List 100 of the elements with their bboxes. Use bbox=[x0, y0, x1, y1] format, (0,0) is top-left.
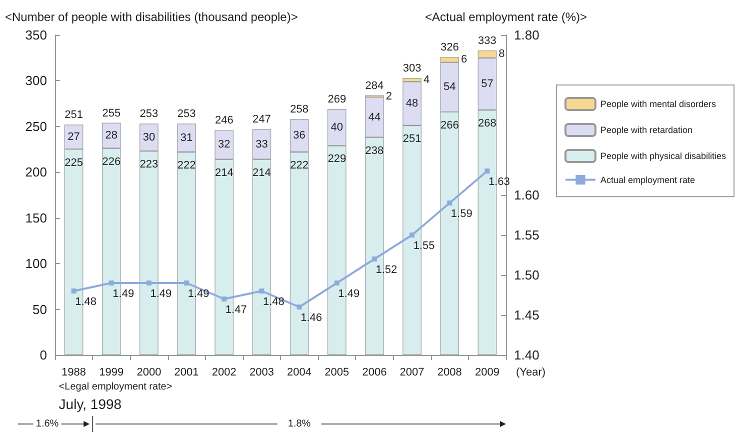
total-label: 326 bbox=[440, 41, 459, 54]
point bbox=[372, 256, 377, 262]
y-tick-label: 0 bbox=[40, 348, 47, 362]
data-label: 1.49 bbox=[150, 288, 172, 300]
data-label: 1.52 bbox=[376, 264, 398, 276]
text: 1.8% bbox=[288, 418, 311, 430]
point bbox=[184, 280, 190, 286]
data-label: 222 bbox=[290, 160, 308, 172]
point bbox=[334, 280, 340, 286]
data-label: 48 bbox=[406, 98, 418, 110]
x-tick-label: 2004 bbox=[287, 366, 312, 378]
text: <Legal employment rate> bbox=[58, 382, 172, 392]
data-label: 1.46 bbox=[300, 312, 322, 324]
point bbox=[222, 296, 227, 302]
data-label: 223 bbox=[140, 158, 158, 171]
text: 1.40 bbox=[514, 348, 540, 362]
y-axis-title: <Number of people with disabilities (thousand people)> bbox=[5, 10, 298, 24]
data-label: 222 bbox=[177, 160, 196, 172]
legend-label: Actual employment rate bbox=[600, 174, 695, 185]
data-label: 1.48 bbox=[75, 296, 97, 308]
y-tick-label: 200 bbox=[25, 164, 47, 180]
data-label: 266 bbox=[440, 119, 459, 132]
data-label: 8 bbox=[498, 48, 505, 60]
total-label: 258 bbox=[290, 104, 308, 116]
data-label: 214 bbox=[214, 166, 234, 179]
x-tick-label: 1988 bbox=[62, 366, 86, 378]
total-label: 246 bbox=[214, 114, 234, 127]
total-label: 303 bbox=[402, 62, 422, 74]
y-tick-label: 350 bbox=[25, 28, 47, 42]
text: 1.80 bbox=[514, 28, 540, 42]
data-label: 268 bbox=[478, 117, 496, 130]
data-label: 30 bbox=[142, 131, 156, 144]
point bbox=[410, 232, 415, 238]
data-label: 238 bbox=[365, 144, 384, 157]
data-label: 1.63 bbox=[488, 176, 510, 188]
y-tick-label: 100 bbox=[25, 256, 47, 272]
data-label: 54 bbox=[444, 81, 456, 94]
data-label: 44 bbox=[368, 111, 381, 124]
data-label: 214 bbox=[252, 166, 271, 179]
data-label: 1.48 bbox=[262, 296, 284, 308]
total-label: 284 bbox=[365, 80, 384, 92]
x-tick-label: 2009 bbox=[474, 366, 500, 378]
y-tick-label: 250 bbox=[25, 118, 47, 134]
data-label: 1.59 bbox=[450, 208, 472, 220]
point bbox=[447, 200, 452, 206]
data-label: 1.55 bbox=[413, 240, 435, 252]
x-tick-label: 2008 bbox=[437, 366, 462, 378]
data-label: 32 bbox=[218, 138, 230, 151]
data-label: 2 bbox=[386, 90, 392, 102]
legend-label: People with mental disorders bbox=[600, 99, 716, 109]
legend-label: People with retardation bbox=[600, 125, 692, 135]
data-label: 31 bbox=[180, 132, 193, 144]
total-label: 253 bbox=[140, 108, 158, 120]
data-label: 40 bbox=[330, 121, 343, 134]
text: July, 1998 bbox=[58, 396, 122, 412]
data-label: 4 bbox=[423, 74, 430, 86]
text: 1.6% bbox=[36, 418, 59, 430]
data-label: 33 bbox=[256, 138, 268, 150]
legend-label: People with physical disabilities bbox=[600, 151, 726, 161]
x-tick-label: 2000 bbox=[136, 366, 162, 378]
x-tick-label: 2003 bbox=[249, 366, 274, 378]
text: 1.60 bbox=[514, 188, 540, 202]
text: 1.50 bbox=[514, 268, 540, 282]
point bbox=[296, 304, 302, 310]
total-label: 247 bbox=[252, 114, 271, 126]
y2-axis-title: <Actual employment rate (%)> bbox=[424, 10, 588, 24]
data-label: 28 bbox=[105, 130, 118, 142]
point bbox=[108, 280, 114, 286]
x-axis-title: (Year) bbox=[516, 366, 546, 378]
text: 1.55 bbox=[514, 228, 540, 242]
x-tick-label: 2005 bbox=[324, 366, 350, 378]
x-tick-label: 2002 bbox=[212, 366, 236, 378]
total-label: 251 bbox=[64, 109, 83, 122]
data-label: 229 bbox=[328, 153, 346, 166]
data-label: 57 bbox=[481, 78, 494, 90]
data-label: 225 bbox=[64, 156, 83, 169]
point bbox=[146, 280, 152, 286]
data-label: 6 bbox=[461, 54, 468, 66]
text: 1.45 bbox=[514, 308, 540, 322]
y-tick-label: 300 bbox=[25, 73, 47, 88]
data-label: 1.47 bbox=[225, 304, 247, 316]
total-label: 333 bbox=[478, 35, 496, 48]
data-label: 1.49 bbox=[338, 288, 360, 300]
point bbox=[259, 288, 264, 294]
x-tick-label: 2007 bbox=[400, 366, 424, 378]
x-tick-label: 1999 bbox=[99, 366, 124, 378]
y-tick-label: 150 bbox=[25, 210, 47, 226]
data-label: 27 bbox=[68, 130, 80, 143]
y-tick-label: 50 bbox=[32, 302, 47, 317]
total-label: 253 bbox=[177, 108, 196, 120]
data-label: 1.49 bbox=[188, 288, 210, 300]
data-label: 1.49 bbox=[112, 288, 134, 300]
data-label: 36 bbox=[293, 130, 306, 142]
x-tick-label: 2006 bbox=[362, 366, 387, 378]
point bbox=[484, 168, 490, 174]
data-label: 251 bbox=[402, 133, 422, 146]
x-tick-label: 2001 bbox=[174, 366, 199, 378]
point bbox=[71, 288, 76, 294]
total-label: 255 bbox=[102, 107, 121, 120]
data-label: 226 bbox=[102, 156, 121, 168]
